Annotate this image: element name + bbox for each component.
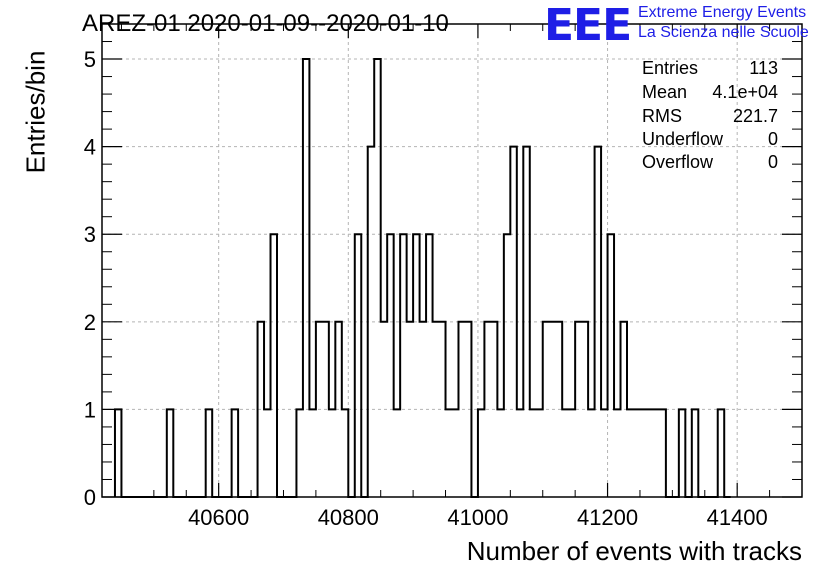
stat-overflow-label: Overflow xyxy=(642,152,714,172)
stat-underflow-label: Underflow xyxy=(642,129,724,149)
stat-entries-label: Entries xyxy=(642,58,699,78)
grid-lines xyxy=(102,24,802,497)
x-tick-label: 40600 xyxy=(188,505,249,530)
plot-frame xyxy=(101,23,803,498)
x-tick-label: 41400 xyxy=(707,505,768,530)
y-tick-label: 3 xyxy=(84,222,96,247)
x-axis-label: Number of events with tracks xyxy=(466,536,802,566)
y-axis-label: Entries/bin xyxy=(20,50,51,174)
stat-mean-value: 4.1e+04 xyxy=(712,82,778,102)
y-tick-label: 5 xyxy=(84,47,96,72)
eee-logo: EEE xyxy=(544,0,632,51)
logo-line-1: Extreme Energy Events xyxy=(638,4,807,21)
y-tick-label: 2 xyxy=(84,310,96,335)
stat-mean-label: Mean xyxy=(642,82,688,102)
tick-labels: 40600 40800 41000 41200 41400 0 1 2 3 4 5 xyxy=(84,47,768,530)
stat-entries-value: 113 xyxy=(749,58,778,78)
stat-underflow-value: 0 xyxy=(767,129,778,149)
chart-title: AREZ-01 2020-01-09--2020-01-10 xyxy=(82,10,449,37)
x-tick-label: 41200 xyxy=(577,505,638,530)
stat-overflow-value: 0 xyxy=(767,152,778,172)
x-tick-label: 40800 xyxy=(318,505,379,530)
x-tick-label: 41000 xyxy=(447,505,508,530)
y-tick-label: 1 xyxy=(84,397,96,422)
histogram-series xyxy=(113,58,731,498)
logo-line-2: La Scienza nelle Scuole xyxy=(638,24,809,41)
stat-rms-value: 221.7 xyxy=(732,106,778,126)
y-tick-label: 4 xyxy=(84,135,96,160)
axis-ticks xyxy=(102,24,803,498)
stat-rms-label: RMS xyxy=(642,106,682,126)
y-tick-label: 0 xyxy=(84,485,96,510)
